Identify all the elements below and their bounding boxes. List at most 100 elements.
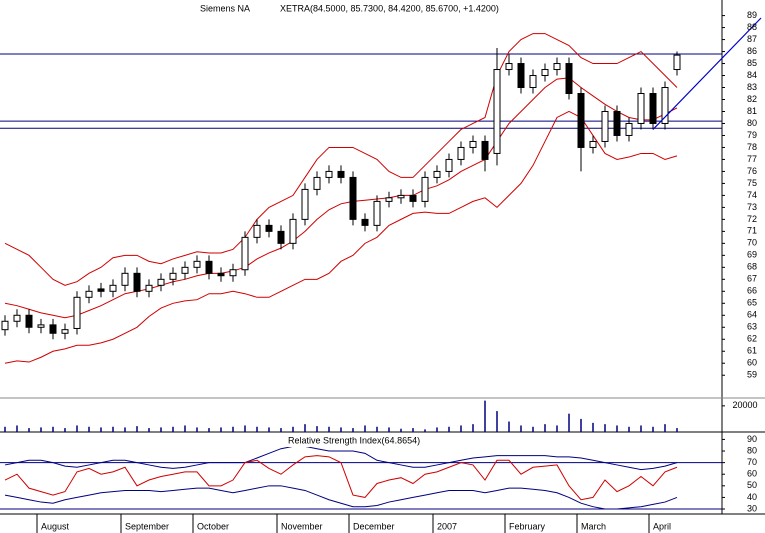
candle-body	[625, 122, 633, 136]
volume-bar	[64, 428, 66, 432]
candle-body	[181, 266, 189, 274]
candle-body	[253, 224, 261, 238]
candle-body	[85, 290, 93, 298]
candle-body	[121, 272, 129, 286]
volume-bar	[4, 426, 6, 432]
volume-bar	[532, 426, 534, 432]
y-tick-label: 72	[747, 214, 757, 224]
rsi-line	[4, 455, 678, 501]
candle-body	[601, 110, 609, 142]
x-tick-label: November	[281, 521, 323, 531]
candle-body	[649, 93, 657, 124]
rsi-upper-band	[4, 445, 678, 471]
volume-bar	[544, 424, 546, 432]
volume-bar	[196, 427, 198, 432]
candle-body	[361, 218, 369, 226]
candle-body	[469, 140, 477, 148]
y-tick-label: 60	[747, 358, 757, 368]
candle-body	[109, 284, 117, 292]
candle-body	[409, 194, 417, 202]
rsi-tick-label: 60	[747, 469, 757, 479]
volume-bar	[316, 426, 318, 432]
y-tick-label: 76	[747, 166, 757, 176]
rsi-tick-label: 80	[747, 445, 757, 455]
volume-bar	[304, 424, 306, 432]
volume-bar	[664, 424, 666, 432]
volume-bar	[232, 426, 234, 432]
chart-title: Siemens NA	[200, 3, 250, 13]
volume-bar	[580, 418, 582, 432]
volume-bar	[280, 428, 282, 432]
volume-bar	[352, 428, 354, 432]
volume-bar	[112, 426, 114, 432]
volume-bar	[328, 426, 330, 432]
candle-body	[565, 63, 573, 95]
volume-bar	[364, 425, 366, 432]
x-tick-label: April	[653, 521, 671, 531]
y-tick-label: 69	[747, 250, 757, 260]
candle-body	[481, 140, 489, 160]
y-tick-label: 86	[747, 46, 757, 56]
candle-body	[397, 194, 405, 199]
candle-body	[229, 269, 237, 277]
volume-bar	[400, 428, 402, 432]
volume-bar	[136, 426, 138, 432]
x-tick-label: December	[353, 521, 395, 531]
candle-body	[61, 329, 69, 334]
candle-body	[373, 200, 381, 226]
candle-body	[25, 314, 33, 328]
candle-body	[637, 93, 645, 124]
rsi-tick-label: 70	[747, 457, 757, 467]
volume-bar	[460, 425, 462, 432]
y-tick-label: 77	[747, 154, 757, 164]
rsi-tick-label: 50	[747, 480, 757, 490]
y-tick-label: 65	[747, 298, 757, 308]
bollinger-middle	[4, 77, 678, 319]
volume-bar	[100, 427, 102, 432]
volume-bar	[244, 425, 246, 432]
candle-body	[661, 87, 669, 124]
x-tick-label: August	[41, 521, 70, 531]
y-tick-label: 81	[747, 106, 757, 116]
trendline	[652, 17, 762, 130]
rsi-tick-label: 30	[747, 503, 757, 513]
y-tick-label: 63	[747, 322, 757, 332]
volume-bar	[424, 429, 426, 432]
price-panel	[0, 17, 762, 364]
volume-bar	[16, 425, 18, 432]
y-tick-label: 66	[747, 286, 757, 296]
y-tick-label: 71	[747, 226, 757, 236]
candle-body	[73, 296, 81, 329]
volume-bar	[628, 426, 630, 432]
y-tick-label: 70	[747, 238, 757, 248]
volume-bar	[556, 425, 558, 432]
candle-body	[385, 197, 393, 202]
volume-bar	[652, 426, 654, 432]
candle-body	[613, 110, 621, 136]
rsi-title: Relative Strength Index(64.8654)	[288, 435, 420, 445]
y-tick-label: 74	[747, 190, 757, 200]
y-tick-label: 87	[747, 34, 757, 44]
volume-bar	[268, 427, 270, 432]
volume-bar	[376, 426, 378, 432]
x-tick-label: February	[509, 521, 546, 531]
candle-body	[1, 320, 9, 331]
candle-body	[433, 170, 441, 178]
candle-body	[217, 272, 225, 277]
volume-bar	[256, 426, 258, 432]
candle-body	[193, 260, 201, 268]
y-tick-label: 61	[747, 346, 757, 356]
volume-bar	[184, 425, 186, 432]
candle-body	[277, 230, 285, 244]
y-tick-label: 62	[747, 334, 757, 344]
volume-bar	[124, 427, 126, 432]
volume-bar	[472, 424, 474, 432]
volume-bar	[28, 428, 30, 432]
rsi-panel	[0, 445, 722, 510]
volume-bar	[220, 427, 222, 432]
volume-bar	[568, 413, 570, 432]
y-tick-label: 64	[747, 310, 757, 320]
volume-bar	[616, 425, 618, 432]
candle-body	[289, 218, 297, 244]
y-tick-label: 80	[747, 118, 757, 128]
